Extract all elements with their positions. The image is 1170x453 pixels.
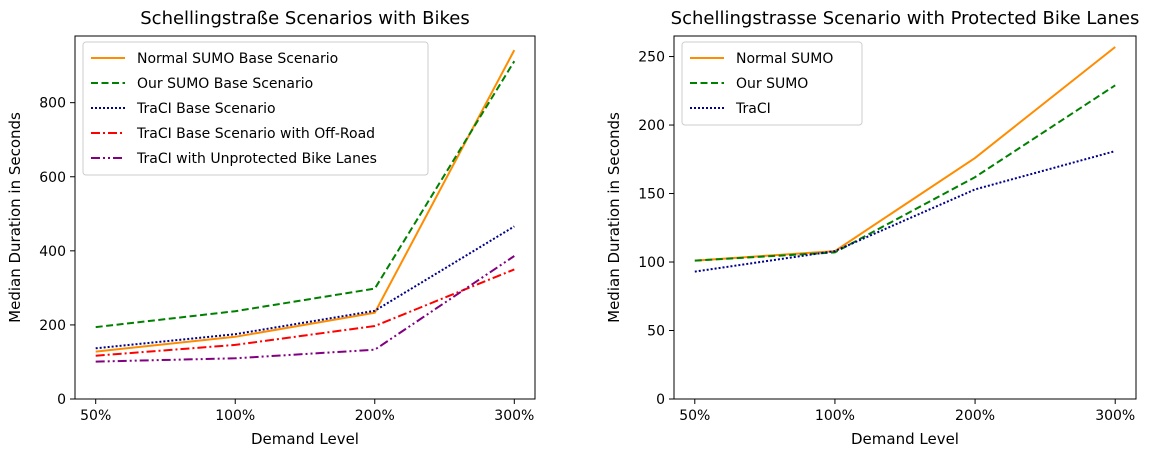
plot-frame (74, 35, 536, 400)
y-tick-label: 100 (638, 255, 665, 271)
series-line-1 (694, 46, 1116, 262)
legend-label: TraCI Base Scenario with Off-Road (136, 126, 375, 142)
legend: Normal SUMO Our SUMO TraCI (681, 41, 863, 126)
chart-title: Schellingstrasse Scenario with Protected… (671, 8, 1140, 29)
x-axis-label: Demand Level (251, 430, 359, 448)
series-line-2 (95, 60, 516, 329)
plot-frame (673, 35, 1137, 400)
x-axis-label: Demand Level (851, 430, 959, 448)
y-tick-label: 150 (638, 187, 665, 203)
chart-title: Schellingstraße Scenarios with Bikes (140, 8, 469, 29)
y-tick-label: 0 (57, 392, 66, 408)
y-tick-label: 200 (638, 118, 665, 134)
y-axis-label: Median Duration in Seconds (6, 112, 24, 323)
y-axis-label: Median Duration in Seconds (605, 112, 623, 323)
y-tick-label: 800 (39, 96, 66, 112)
legend-box (82, 41, 429, 176)
series-line-5 (95, 255, 515, 363)
series-line-4 (95, 268, 515, 357)
series-line-2 (694, 84, 1116, 262)
legend-label: Normal SUMO Base Scenario (137, 51, 338, 67)
x-tick-label: 50% (679, 408, 710, 424)
y-tick-label: 250 (638, 50, 665, 66)
chart-panel-2: Schellingstrasse Scenario with Protected… (605, 8, 1139, 448)
legend-label: Our SUMO (736, 76, 808, 92)
x-tick-label: 200% (355, 408, 395, 424)
x-tick-label: 100% (215, 408, 255, 424)
x-tick-label: 300% (1095, 408, 1135, 424)
y-tick-label: 0 (656, 392, 665, 408)
y-tick-label: 400 (39, 244, 66, 260)
legend-label: TraCI Base Scenario (136, 101, 276, 117)
y-tick-label: 200 (39, 318, 66, 334)
series-line-1 (95, 49, 516, 353)
legend-label: TraCI (735, 101, 771, 117)
y-tick-label: 50 (647, 324, 665, 340)
x-tick-label: 200% (955, 408, 995, 424)
legend-label: Normal SUMO (736, 51, 833, 67)
x-tick-label: 300% (494, 408, 534, 424)
x-tick-label: 100% (815, 408, 855, 424)
series-line-3 (694, 150, 1116, 273)
series-line-3 (95, 225, 515, 350)
legend-label: Our SUMO Base Scenario (137, 76, 313, 92)
chart-panel-1: Schellingstraße Scenarios with Bikes 50% 1… (6, 8, 536, 448)
legend: Normal SUMO Base Scenario Our SUMO Base S… (82, 41, 429, 176)
y-tick-label: 600 (39, 170, 66, 186)
legend-label: TraCI with Unprotected Bike Lanes (136, 151, 377, 167)
legend-box (681, 41, 863, 126)
x-tick-label: 50% (80, 408, 111, 424)
